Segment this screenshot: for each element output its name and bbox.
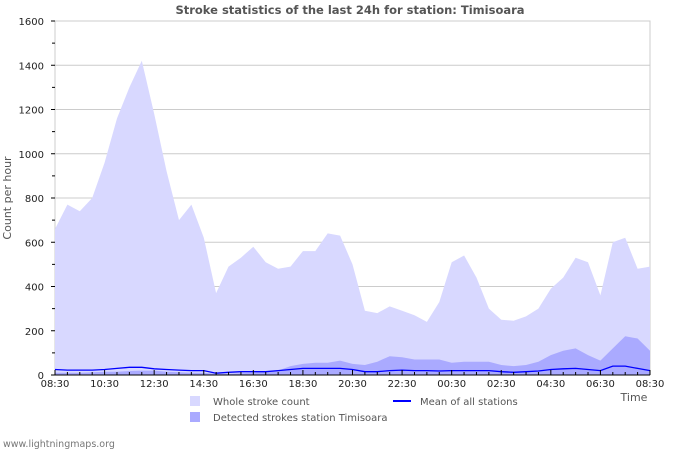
x-tick-label: 14:30: [189, 379, 218, 390]
x-tick-label: 18:30: [289, 379, 318, 390]
line-series-2: [54, 365, 651, 374]
y-tick-label: 1000: [19, 150, 44, 161]
x-tick-label: 06:30: [586, 379, 615, 390]
area-series-0: [55, 60, 650, 376]
x-tick-label: 08:30: [41, 379, 70, 390]
x-tick-label: 04:30: [536, 379, 565, 390]
legend: Whole stroke count Detected strokes stat…: [190, 396, 518, 424]
x-tick-label: 10:30: [90, 379, 119, 390]
x-tick-label: 12:30: [140, 379, 169, 390]
y-tick-label: 1600: [19, 17, 44, 28]
y-tick-label: 200: [25, 327, 44, 338]
y-tick-label: 1400: [19, 61, 44, 72]
chart-title: Stroke statistics of the last 24h for st…: [175, 3, 524, 17]
x-tick-label: 16:30: [239, 379, 268, 390]
y-tick-label: 0: [38, 371, 44, 382]
x-tick-label: 00:30: [437, 379, 466, 390]
footer-link[interactable]: www.lightningmaps.org: [3, 439, 115, 450]
x-tick-label: 20:30: [338, 379, 367, 390]
y-tick-label: 600: [25, 238, 44, 249]
x-tick-label: 22:30: [388, 379, 417, 390]
legend-whole: Whole stroke count: [213, 397, 310, 408]
y-axis-label: Count per hour: [1, 156, 14, 240]
y-tick-label: 400: [25, 283, 44, 294]
x-axis-label: Time: [620, 391, 648, 404]
legend-mean: Mean of all stations: [420, 397, 518, 408]
x-tick-label: 02:30: [487, 379, 516, 390]
y-tick-label: 1200: [19, 106, 44, 117]
y-tick-label: 800: [25, 194, 44, 205]
area-series-1: [55, 336, 650, 375]
legend-swatch-whole: [190, 396, 200, 406]
legend-swatch-detected: [190, 412, 200, 422]
x-tick-label: 08:30: [636, 379, 665, 390]
legend-detected: Detected strokes station Timisoara: [213, 413, 388, 424]
